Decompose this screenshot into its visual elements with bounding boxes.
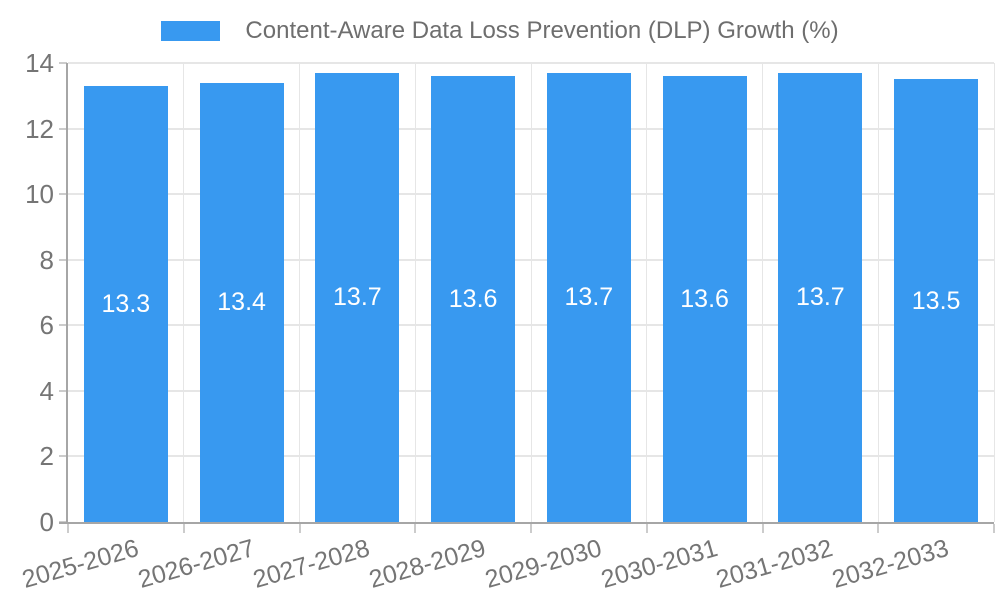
x-tick-mark [877,524,880,533]
y-tick-mark [59,389,67,392]
bar[interactable]: 13.5 [894,79,979,522]
legend-label: Content-Aware Data Loss Prevention (DLP)… [245,17,839,44]
legend[interactable]: Content-Aware Data Loss Prevention (DLP)… [0,19,1000,43]
x-gridline [299,63,300,522]
y-tick-mark [59,62,67,64]
x-gridline [530,63,532,522]
x-tick-mark [182,524,185,533]
x-tick-mark [67,524,69,533]
bar-value-label: 13.3 [101,289,151,318]
y-tick-label: 2 [39,441,54,472]
bar[interactable]: 13.4 [199,82,284,522]
y-tick-label: 0 [39,507,54,537]
y-tick-mark [59,127,67,130]
y-tick-mark [59,455,67,458]
x-axis-line [59,522,994,524]
x-gridline [877,63,879,522]
legend-swatch [161,21,221,41]
bar-value-label: 13.6 [680,285,729,314]
y-tick-mark [59,193,67,196]
x-gridline [646,63,648,522]
y-axis-line [66,63,68,522]
bar[interactable]: 13.7 [315,72,400,522]
x-tick-mark [645,524,648,533]
y-tick-label: 6 [39,310,54,341]
x-gridline [183,63,185,522]
x-gridline [762,63,763,522]
bar-value-label: 13.7 [796,283,845,312]
x-tick-mark [298,524,301,533]
y-tick-label: 14 [25,48,54,78]
bar-value-label: 13.6 [448,285,498,314]
bar-value-label: 13.4 [217,288,266,317]
y-tick-label: 10 [25,179,54,210]
x-tick-mark [993,524,995,533]
y-tick-label: 8 [39,244,54,275]
bar[interactable]: 13.6 [431,76,516,522]
x-gridline [414,63,416,522]
bar-value-label: 13.5 [911,286,961,315]
bar-value-label: 13.7 [564,283,614,312]
x-tick-mark [530,524,532,533]
bar[interactable]: 13.3 [83,85,168,522]
x-tick-mark [414,524,417,533]
y-tick-mark [59,324,67,327]
bar[interactable]: 13.7 [778,72,863,522]
y-tick-mark [59,258,67,261]
bar[interactable]: 13.6 [662,76,747,522]
y-tick-label: 12 [25,113,54,144]
x-tick-mark [761,524,764,533]
y-tick-label: 4 [39,375,54,406]
bar-value-label: 13.7 [333,283,382,312]
x-gridline [993,63,995,522]
bar[interactable]: 13.7 [546,72,631,522]
